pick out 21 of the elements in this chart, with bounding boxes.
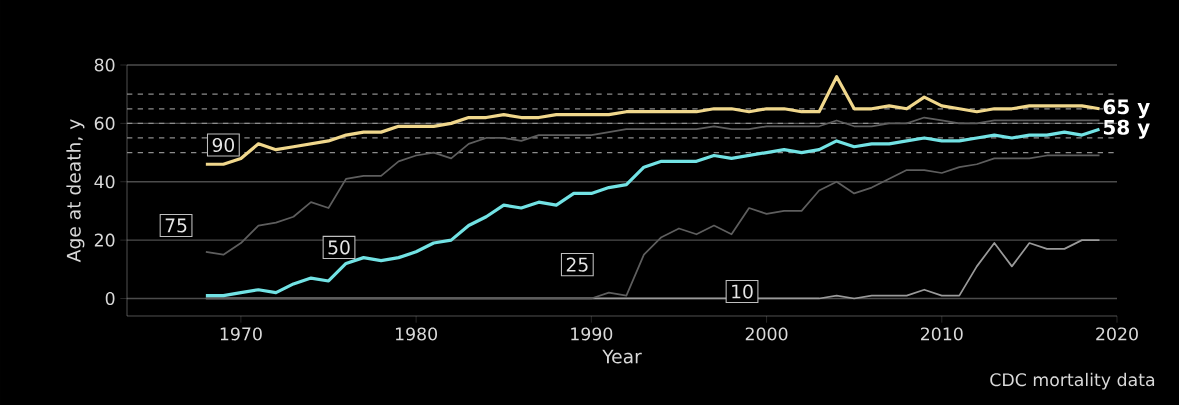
x-axis-title: Year <box>602 349 642 364</box>
x-tick-label: 1980 <box>395 327 438 341</box>
y-tick-label: 40 <box>94 175 115 189</box>
y-tick-label: 20 <box>94 233 115 247</box>
y-tick-label: 0 <box>105 291 115 306</box>
x-tick-label: 1970 <box>220 327 262 341</box>
series-label: 90 <box>212 137 235 153</box>
x-tick-label: 2000 <box>745 327 788 341</box>
series-label: 50 <box>328 240 350 255</box>
y-tick-label: 80 <box>94 58 115 72</box>
series-label: 10 <box>732 284 753 299</box>
annotation: 58 y <box>1103 119 1150 139</box>
text: CDC mortality data <box>990 372 1155 390</box>
y-tick-label: 60 <box>94 116 115 130</box>
y-axis-title: Age at death, y <box>66 119 85 263</box>
annotation: 65 y <box>1103 99 1150 119</box>
x-tick-label: 2020 <box>1096 327 1138 341</box>
x-tick-label: 1990 <box>571 327 613 341</box>
series-label: 25 <box>566 257 588 272</box>
x-tick-label: 2010 <box>921 327 963 341</box>
series-label: 75 <box>165 218 187 233</box>
